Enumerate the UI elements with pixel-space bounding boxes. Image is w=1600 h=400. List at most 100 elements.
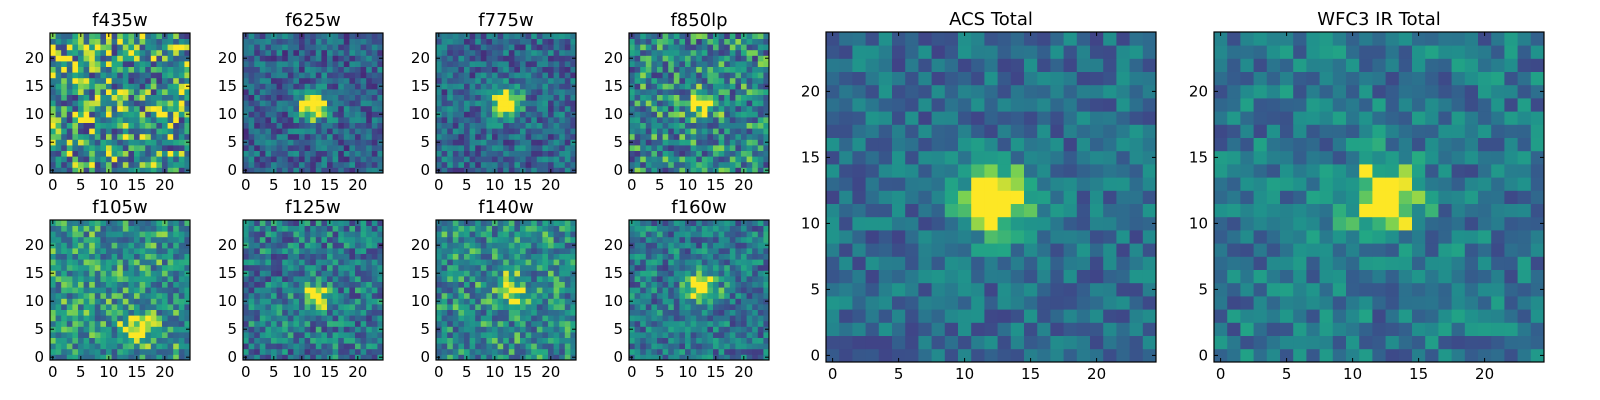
heatmap-cell [469, 77, 476, 84]
heatmap-cell [321, 231, 328, 238]
heatmap-cell [145, 61, 152, 67]
heatmap-cell [452, 309, 459, 316]
heatmap-cell [729, 156, 736, 163]
heatmap-cell [536, 33, 543, 39]
heatmap-cell [310, 298, 317, 305]
heatmap-cell [293, 122, 300, 129]
heatmap-cell [72, 287, 79, 294]
heatmap-cell [150, 276, 157, 282]
heatmap-cell [452, 133, 459, 140]
heatmap-cell [441, 33, 448, 39]
heatmap-cell [117, 236, 124, 243]
heatmap-cell [72, 337, 79, 344]
heatmap-cell [128, 38, 135, 45]
heatmap-cell [89, 264, 96, 271]
heatmap-cell [514, 292, 521, 299]
heatmap-cell [66, 83, 73, 90]
heatmap-cell [763, 105, 770, 112]
heatmap-cell [254, 139, 261, 146]
heatmap-cell [525, 66, 532, 73]
heatmap-cell [78, 259, 84, 266]
heatmap-cell [508, 133, 515, 140]
y-tick-label: 20 [411, 49, 430, 67]
heatmap-cell [497, 150, 504, 157]
heatmap-cell [134, 270, 140, 277]
heatmap-cell [150, 259, 157, 266]
heatmap-cell [713, 150, 719, 157]
heatmap-cell [701, 332, 708, 338]
x-tick-label: 20 [734, 176, 753, 194]
heatmap-cell [514, 145, 521, 151]
heatmap-cell [371, 231, 378, 238]
heatmap-cell [338, 348, 345, 355]
heatmap-cell [276, 270, 283, 277]
heatmap-cell [492, 304, 498, 310]
heatmap-cell [570, 253, 577, 260]
heatmap-cell [673, 100, 680, 107]
heatmap-cell [332, 332, 339, 338]
heatmap-cell [184, 309, 191, 316]
heatmap-cell [162, 44, 168, 51]
heatmap-cell [685, 343, 691, 350]
heatmap-cell [371, 44, 378, 51]
heatmap-cell [548, 150, 554, 157]
heatmap-cell [763, 320, 770, 327]
heatmap-cell [503, 72, 510, 79]
heatmap-cell [122, 66, 129, 73]
heatmap-cell [662, 33, 669, 39]
heatmap-cell [718, 33, 725, 39]
heatmap-cell [299, 298, 305, 305]
heatmap-cell [117, 298, 124, 305]
heatmap-cell [259, 111, 266, 118]
heatmap-cell [486, 167, 493, 174]
heatmap-cell [542, 72, 549, 79]
heatmap-cell [657, 61, 663, 67]
heatmap-cell [377, 348, 384, 355]
heatmap-cell [718, 298, 725, 305]
heatmap-cell [293, 72, 300, 79]
heatmap-cell [696, 100, 703, 107]
heatmap-cell [111, 49, 118, 56]
heatmap-cell [304, 292, 311, 299]
heatmap-cell [248, 276, 255, 282]
heatmap-cell [707, 66, 714, 73]
heatmap-cell [486, 287, 493, 294]
heatmap-cell [640, 326, 647, 333]
heatmap-cell [139, 100, 146, 107]
heatmap-cell [355, 348, 361, 355]
heatmap-cell [752, 304, 759, 310]
heatmap-cell [763, 133, 770, 140]
heatmap-cell [332, 326, 339, 333]
heatmap-cell [553, 281, 560, 288]
heatmap-cell [503, 276, 510, 282]
heatmap-cell [139, 298, 146, 305]
heatmap-cell [679, 89, 686, 95]
heatmap-cell [111, 100, 118, 107]
heatmap-cell [542, 231, 549, 238]
heatmap-cell [570, 281, 577, 288]
heatmap-cell [531, 77, 538, 84]
heatmap-cell [366, 236, 373, 243]
heatmap-cell [78, 292, 84, 299]
axes-frame [435, 219, 577, 361]
heatmap-cell [355, 225, 361, 232]
heatmap-cell [360, 139, 367, 146]
heatmap-cell [503, 304, 510, 310]
heatmap-cell [724, 292, 731, 299]
heatmap-cell [520, 242, 526, 249]
heatmap-cell [757, 348, 764, 355]
heatmap-cell [553, 94, 560, 101]
heatmap-cell [349, 89, 356, 95]
heatmap-cell [492, 83, 498, 90]
heatmap-cell [55, 270, 62, 277]
heatmap-cell [662, 292, 669, 299]
x-tick-label: 10 [99, 176, 118, 194]
heatmap-cell [128, 33, 135, 39]
heatmap-cell [343, 100, 350, 107]
heatmap-cell [763, 315, 770, 322]
heatmap-cell [441, 133, 448, 140]
heatmap-cell [757, 105, 764, 112]
heatmap-cell [162, 61, 168, 67]
heatmap-cell [746, 167, 753, 174]
